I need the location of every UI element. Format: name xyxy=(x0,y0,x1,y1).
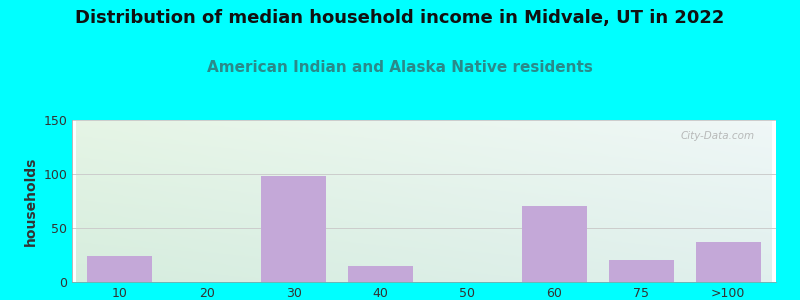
Bar xyxy=(348,266,413,282)
Bar xyxy=(522,206,587,282)
Bar xyxy=(261,176,326,282)
Y-axis label: households: households xyxy=(24,156,38,246)
Text: Distribution of median household income in Midvale, UT in 2022: Distribution of median household income … xyxy=(75,9,725,27)
Bar xyxy=(609,260,674,282)
Text: American Indian and Alaska Native residents: American Indian and Alaska Native reside… xyxy=(207,60,593,75)
Text: City-Data.com: City-Data.com xyxy=(681,131,755,141)
Bar xyxy=(87,256,152,282)
Bar xyxy=(696,242,761,282)
